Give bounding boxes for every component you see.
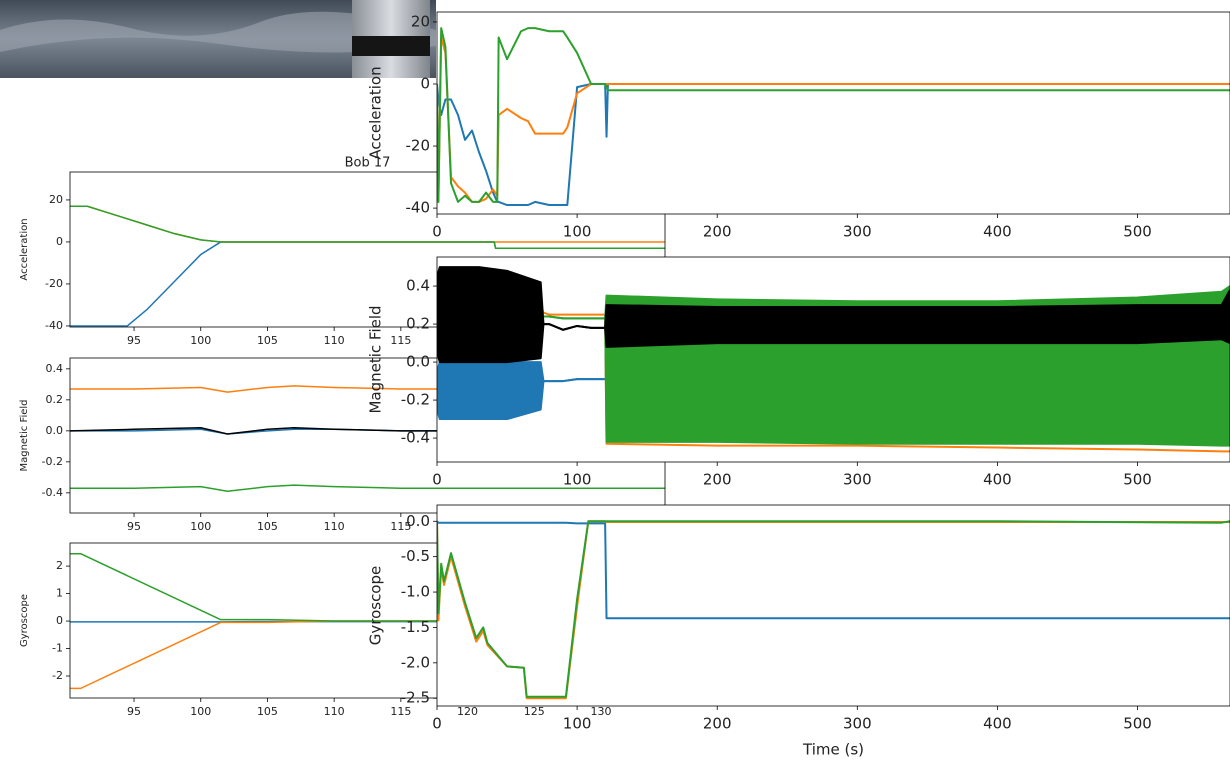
y-tick-label: 0 bbox=[420, 74, 430, 92]
y-tick-label: 0.0 bbox=[46, 424, 64, 437]
y-tick-label: 20 bbox=[49, 193, 63, 206]
y-tick-label: -0.2 bbox=[401, 391, 430, 409]
y-tick-label: 0.0 bbox=[406, 353, 430, 371]
y-tick-label: 0.2 bbox=[46, 393, 64, 406]
y-axis-label: Gyroscope bbox=[19, 594, 30, 647]
x-tick-label: 105 bbox=[257, 705, 278, 718]
x-tick-label: 115 bbox=[390, 520, 411, 533]
x-tick-label: 100 bbox=[563, 715, 592, 733]
y-tick-label: -40 bbox=[406, 199, 431, 217]
y-tick-label: 0.4 bbox=[406, 277, 430, 295]
y-axis-label: Magnetic Field bbox=[367, 305, 385, 413]
x-tick-label: 105 bbox=[257, 520, 278, 533]
y-tick-label: 20 bbox=[411, 12, 430, 30]
x-tick-label: 300 bbox=[843, 715, 872, 733]
y-axis-label: Magnetic Field bbox=[19, 399, 30, 471]
x-tick-label: 130 bbox=[590, 705, 611, 718]
x-tick-label: 110 bbox=[324, 520, 345, 533]
y-tick-label: -2.0 bbox=[401, 653, 430, 671]
x-tick-label: 200 bbox=[703, 471, 732, 489]
axes-frame bbox=[69, 171, 666, 328]
y-tick-label: -20 bbox=[406, 137, 431, 155]
x-tick-label: 200 bbox=[703, 223, 732, 241]
line bbox=[437, 27, 1230, 203]
axes-frame bbox=[436, 256, 1230, 463]
x-tick-label: 100 bbox=[190, 705, 211, 718]
axes-background bbox=[437, 505, 1230, 706]
x-tick-label: 120 bbox=[457, 705, 478, 718]
axes-frame bbox=[436, 11, 1230, 215]
x-tick-label: 100 bbox=[190, 520, 211, 533]
line bbox=[437, 266, 1230, 331]
y-tick-label: -1.0 bbox=[401, 583, 430, 601]
y-tick-label: -0.4 bbox=[401, 429, 430, 447]
y-tick-label: 0.0 bbox=[406, 512, 430, 530]
x-tick-label: 100 bbox=[563, 223, 592, 241]
x-tick-label: 115 bbox=[390, 705, 411, 718]
y-axis-label: Gyroscope bbox=[367, 566, 385, 646]
y-tick-label: 0.4 bbox=[46, 362, 64, 375]
x-tick-label: 400 bbox=[983, 715, 1012, 733]
y-tick-label: 2 bbox=[56, 559, 63, 572]
x-tick-label: 95 bbox=[127, 705, 141, 718]
plot-area bbox=[437, 520, 1230, 700]
y-tick-label: -0.4 bbox=[42, 486, 63, 499]
line bbox=[437, 520, 1230, 698]
x-tick-label: 110 bbox=[324, 334, 345, 347]
x-tick-label: 400 bbox=[983, 471, 1012, 489]
x-tick-label: 400 bbox=[983, 223, 1012, 241]
y-tick-label: -20 bbox=[45, 277, 63, 290]
y-tick-label: -2.5 bbox=[401, 689, 430, 707]
background-photo bbox=[0, 0, 436, 78]
y-tick-label: -1.5 bbox=[401, 618, 430, 636]
x-tick-label: 100 bbox=[563, 471, 592, 489]
x-tick-label: 0 bbox=[432, 223, 442, 241]
x-tick-label: 300 bbox=[843, 471, 872, 489]
axes-background bbox=[437, 12, 1230, 214]
x-tick-label: 500 bbox=[1123, 715, 1152, 733]
plot-area bbox=[70, 205, 665, 327]
y-tick-label: -40 bbox=[45, 319, 63, 332]
y-tick-label: -2 bbox=[52, 669, 63, 682]
y-axis-label: Acceleration bbox=[367, 66, 385, 159]
y-tick-label: 0.2 bbox=[406, 315, 430, 333]
x-tick-label: 105 bbox=[257, 334, 278, 347]
line bbox=[437, 520, 1230, 620]
x-tick-label: 200 bbox=[703, 715, 732, 733]
y-tick-label: 0 bbox=[56, 235, 63, 248]
x-tick-label: 500 bbox=[1123, 223, 1152, 241]
x-tick-label: 115 bbox=[390, 334, 411, 347]
x-axis-label: Time (s) bbox=[802, 741, 864, 759]
x-tick-label: 0 bbox=[432, 471, 442, 489]
plot-area bbox=[437, 266, 1230, 453]
x-tick-label: 300 bbox=[843, 223, 872, 241]
y-tick-label: -0.5 bbox=[401, 547, 430, 565]
x-tick-label: 95 bbox=[127, 520, 141, 533]
line bbox=[70, 484, 665, 493]
x-tick-label: 110 bbox=[324, 705, 345, 718]
plot-area bbox=[437, 27, 1230, 207]
y-tick-label: -1 bbox=[52, 642, 63, 655]
y-tick-label: 0 bbox=[56, 614, 63, 627]
x-tick-label: 0 bbox=[432, 715, 442, 733]
axes-frame bbox=[436, 504, 1230, 707]
y-tick-label: -0.2 bbox=[42, 455, 63, 468]
x-tick-label: 95 bbox=[127, 334, 141, 347]
x-tick-label: 125 bbox=[524, 705, 545, 718]
y-tick-label: 1 bbox=[56, 587, 63, 600]
x-tick-label: 500 bbox=[1123, 471, 1152, 489]
line bbox=[70, 205, 665, 249]
y-axis-label: Acceleration bbox=[19, 218, 30, 280]
line bbox=[437, 36, 1230, 203]
x-tick-label: 100 bbox=[190, 334, 211, 347]
chart-title: Bob 17 bbox=[345, 156, 391, 171]
